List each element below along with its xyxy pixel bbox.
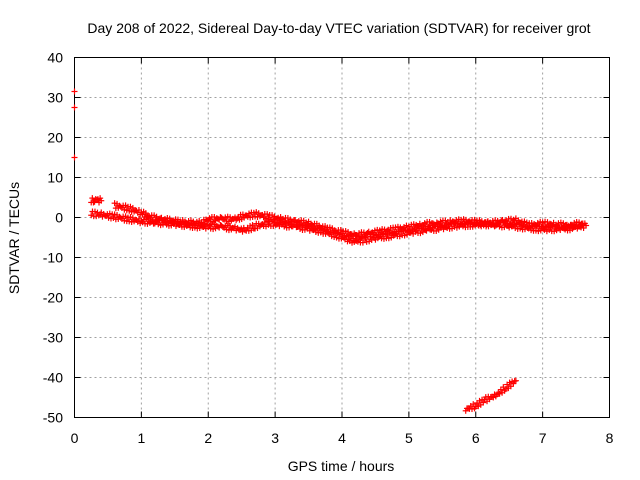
y-tick-label: -10 (43, 250, 63, 266)
x-tick-label: 7 (539, 430, 547, 446)
x-tick-label: 2 (204, 430, 212, 446)
chart-title: Day 208 of 2022, Sidereal Day-to-day VTE… (87, 20, 590, 36)
y-tick-label: 30 (47, 90, 63, 106)
x-axis-title: GPS time / hours (288, 458, 395, 474)
y-tick-label: -40 (43, 370, 63, 386)
x-tick-labels: 0 1 2 3 4 5 6 7 8 (71, 430, 614, 446)
series-sdtvar-lower (88, 208, 590, 246)
axis-ticks (74, 57, 610, 418)
y-tick-label: -30 (43, 330, 63, 346)
series-outliers-start (71, 88, 78, 161)
data-marks (71, 88, 590, 414)
grid-lines (74, 57, 610, 418)
y-tick-label: -20 (43, 290, 63, 306)
series-short-segment (88, 195, 105, 206)
x-tick-label: 3 (271, 430, 279, 446)
y-axis-title: SDTVAR / TECUs (6, 182, 22, 294)
x-tick-label: 1 (137, 430, 145, 446)
x-tick-label: 0 (71, 430, 79, 446)
y-tick-label: 0 (55, 210, 63, 226)
series-outlier-segment (462, 377, 519, 414)
y-tick-label: 40 (47, 50, 63, 66)
y-tick-label: -50 (43, 410, 63, 426)
x-tick-label: 8 (606, 430, 614, 446)
y-tick-labels: -50 -40 -30 -20 -10 0 10 20 30 40 (43, 50, 63, 426)
x-tick-label: 4 (338, 430, 346, 446)
x-tick-label: 5 (405, 430, 413, 446)
y-tick-label: 20 (47, 130, 63, 146)
y-tick-label: 10 (47, 170, 63, 186)
x-tick-label: 6 (472, 430, 480, 446)
